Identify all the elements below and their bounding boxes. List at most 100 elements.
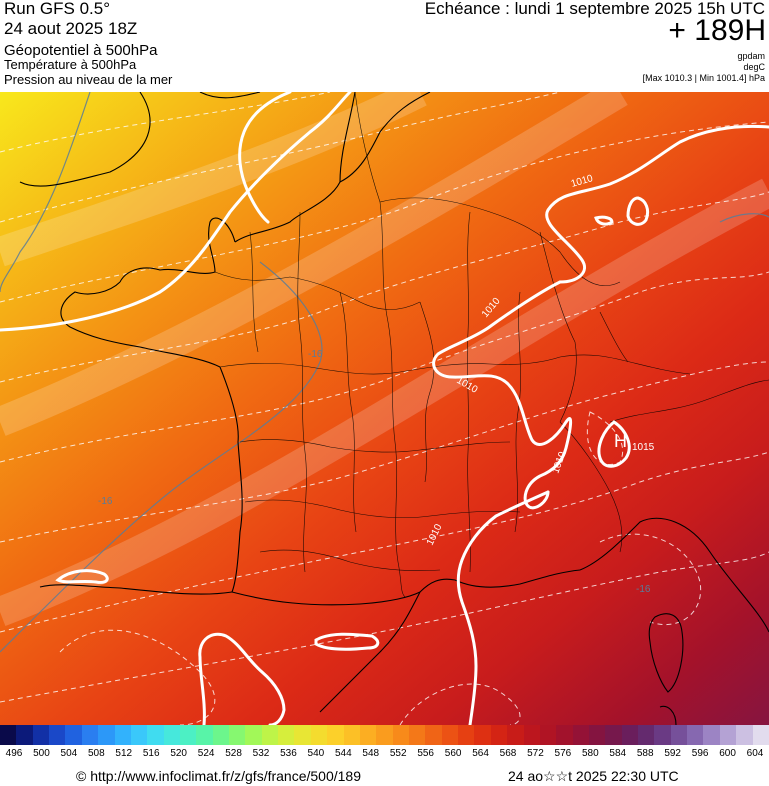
color-scale-cell xyxy=(294,725,311,745)
color-scale-cell xyxy=(507,725,524,745)
color-scale-cell xyxy=(229,725,246,745)
color-scale-cell xyxy=(638,725,655,745)
run-title: Run GFS 0.5° xyxy=(4,0,111,18)
color-scale-cell xyxy=(392,725,409,745)
color-scale-cell xyxy=(719,725,737,745)
color-scale-cell xyxy=(539,725,557,745)
color-scale-tick: 596 xyxy=(691,748,709,759)
forecast-time: Echéance : lundi 1 septembre 2025 15h UT… xyxy=(424,0,765,18)
color-scale-cell xyxy=(343,725,360,745)
color-scale-tick: 604 xyxy=(746,748,764,759)
geopotential-bands xyxy=(0,92,769,626)
color-scale-cell xyxy=(81,725,99,745)
color-scale-tick: 556 xyxy=(417,748,434,759)
color-scale-cell xyxy=(179,725,197,745)
color-scale-cell xyxy=(441,725,459,745)
color-scale-cell xyxy=(196,725,213,745)
color-scale-tick: 588 xyxy=(636,748,654,759)
color-scale-cell xyxy=(523,725,540,745)
color-scale-cell xyxy=(130,725,148,745)
color-scale-tick: 552 xyxy=(389,748,407,759)
field-pressure: Pression au niveau de la mer xyxy=(4,72,173,87)
color-scale-cell xyxy=(621,725,639,745)
color-scale-cell xyxy=(147,725,164,745)
unit-temperature: degC xyxy=(743,62,765,72)
temperature-labels: -16 -16 -16 xyxy=(98,349,651,595)
color-scale-tick: 516 xyxy=(142,748,160,759)
color-scale-cell xyxy=(654,725,671,745)
color-scale-tick: 528 xyxy=(225,748,242,759)
color-scale-cell xyxy=(687,725,704,745)
color-scale-tick: 540 xyxy=(307,748,325,759)
isobars xyxy=(0,92,769,725)
color-scale-cell xyxy=(425,725,442,745)
color-scale-tick: 564 xyxy=(472,748,489,759)
color-scale-cell xyxy=(572,725,589,745)
forecast-offset: + 189H xyxy=(668,14,766,47)
color-scale-cell xyxy=(359,725,377,745)
color-scale-tick: 600 xyxy=(719,748,736,759)
color-scale-tick: 580 xyxy=(581,748,599,759)
color-scale-cell xyxy=(736,725,753,745)
color-scale-tick: 520 xyxy=(170,748,187,759)
color-scale-tick: 504 xyxy=(60,748,78,759)
color-scale-cell xyxy=(32,725,50,745)
pressure-range: [Max 1010.3 | Min 1001.4] hPa xyxy=(642,73,765,83)
color-scale-cell xyxy=(261,725,279,745)
generation-timestamp: 24 ao☆☆t 2025 22:30 UTC xyxy=(508,768,679,784)
color-scale-cell xyxy=(703,725,720,745)
color-scale-tick: 512 xyxy=(115,748,133,759)
footer: © http://www.infoclimat.fr/z/gfs/france/… xyxy=(0,766,769,786)
color-scale-tick: 560 xyxy=(444,748,462,759)
color-scale-cell xyxy=(327,725,344,745)
color-scale-tick: 508 xyxy=(87,748,105,759)
color-scale-tick: 544 xyxy=(334,748,352,759)
color-scale-cell xyxy=(65,725,82,745)
color-scale-cell xyxy=(752,725,769,745)
color-scale-cell xyxy=(605,725,622,745)
color-scale-cell xyxy=(163,725,180,745)
color-scale-cell xyxy=(278,725,295,745)
source-url[interactable]: © http://www.infoclimat.fr/z/gfs/france/… xyxy=(76,768,361,784)
color-scale-tick: 548 xyxy=(362,748,380,759)
temperature-label: -16 xyxy=(98,496,113,507)
color-scale-cell xyxy=(458,725,475,745)
run-date: 24 aout 2025 18Z xyxy=(4,19,138,38)
color-scale-tick: 524 xyxy=(197,748,215,759)
color-scale-cell xyxy=(376,725,393,745)
field-temperature: Température à 500hPa xyxy=(4,57,137,72)
color-scale-cell xyxy=(16,725,33,745)
region-boundaries xyxy=(214,92,769,598)
weather-map: 1010 1010 1010 1010 1010 -16 -16 -16 H 1… xyxy=(0,92,769,725)
unit-geopotential: gpdam xyxy=(737,51,765,61)
color-scale-cell xyxy=(474,725,491,745)
color-scale-cell xyxy=(670,725,688,745)
color-scale-cell xyxy=(212,725,230,745)
isotherms xyxy=(0,92,769,725)
color-scale xyxy=(0,725,769,745)
field-geopotential: Géopotentiel à 500hPa xyxy=(4,42,158,59)
color-scale-tick: 576 xyxy=(554,748,572,759)
color-scale-cell xyxy=(588,725,606,745)
high-pressure-marker: H xyxy=(614,431,627,451)
color-scale-cell xyxy=(114,725,131,745)
temperature-label: -16 xyxy=(308,349,323,360)
color-scale-tick: 536 xyxy=(280,748,297,759)
color-scale-tick: 496 xyxy=(5,748,23,759)
color-scale-cell xyxy=(245,725,262,745)
color-scale-tick: 568 xyxy=(499,748,517,759)
color-scale-tick: 572 xyxy=(527,748,544,759)
color-scale-cell xyxy=(556,725,573,745)
color-scale-tick: 500 xyxy=(33,748,50,759)
color-scale-ticks: 496 500 504 508 512 516 520 524 528 532 536 540 544 5… xyxy=(0,748,769,760)
high-pressure-value: 1015 xyxy=(632,442,655,453)
coastline xyxy=(19,92,769,725)
color-scale-cell xyxy=(98,725,115,745)
color-scale-tick: 532 xyxy=(252,748,270,759)
color-scale-tick: 592 xyxy=(664,748,681,759)
color-scale-tick: 584 xyxy=(609,748,627,759)
color-scale-cell xyxy=(310,725,328,745)
temperature-contours xyxy=(0,92,769,653)
temperature-label: -16 xyxy=(636,584,651,595)
color-scale-cell xyxy=(490,725,508,745)
